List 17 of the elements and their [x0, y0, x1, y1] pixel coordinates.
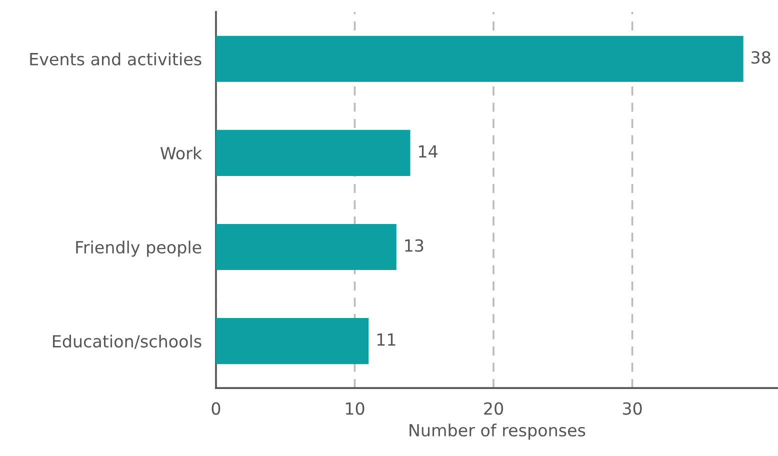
data-label: 14	[419, 145, 438, 158]
x-tick-label: 20	[484, 402, 504, 415]
y-tick-label: Education/schools	[53, 334, 202, 349]
data-label: 38	[752, 51, 770, 64]
x-tick-label: 30	[622, 402, 642, 415]
y-tick-label: Work	[160, 146, 202, 160]
x-tick-label: 0	[212, 402, 220, 415]
bar	[216, 318, 369, 364]
x-tick-label: 10	[346, 402, 364, 415]
bar	[216, 36, 744, 82]
y-tick-label: Friendly people	[76, 240, 202, 257]
bar	[216, 224, 396, 270]
bar	[216, 130, 410, 176]
data-label: 11	[377, 333, 396, 346]
data-label: 13	[405, 239, 424, 252]
x-axis-title: Number of responses	[410, 424, 586, 440]
y-tick-label: Events and activities	[30, 52, 202, 66]
